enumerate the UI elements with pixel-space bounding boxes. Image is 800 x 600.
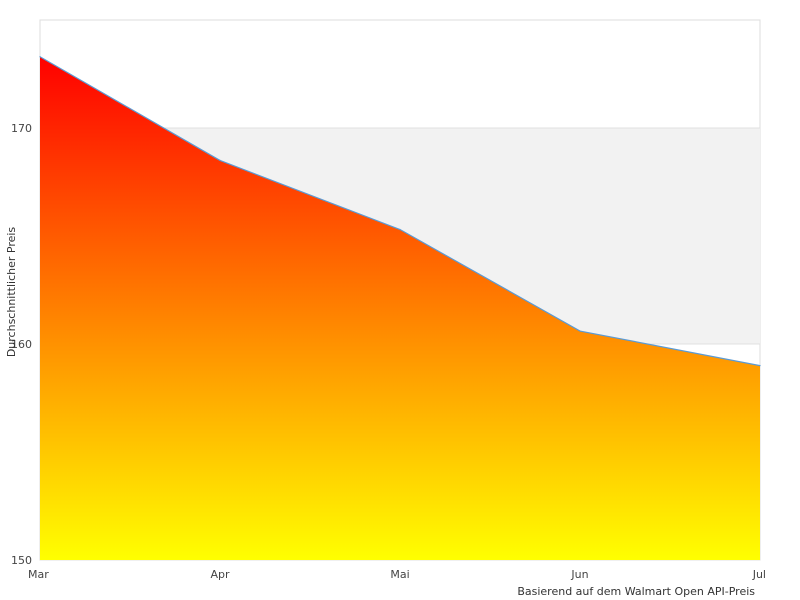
data-point-Mai <box>399 228 401 231</box>
data-point-Jun <box>579 330 581 332</box>
x-tick-labels: Mar Apr Mai Jun Jul <box>28 568 766 581</box>
x-tick-label: Mar <box>28 568 49 581</box>
y-axis-title: Durchschnittlicher Preis <box>5 227 18 358</box>
data-point-Apr <box>219 159 221 161</box>
source-note: Basierend auf dem Walmart Open API-Preis <box>517 585 755 598</box>
data-point-Mar <box>39 56 41 58</box>
y-tick-labels: 150 160 170 <box>11 122 32 567</box>
y-tick-label: 170 <box>11 122 32 135</box>
y-tick-label: 160 <box>11 338 32 351</box>
x-tick-label: Apr <box>210 568 230 581</box>
y-tick-label: 150 <box>11 554 32 567</box>
x-tick-label: Jun <box>570 568 588 581</box>
data-point-Jul <box>759 365 761 367</box>
x-tick-label: Mai <box>390 568 409 581</box>
series-area <box>40 56 760 560</box>
series-area-layer <box>39 56 761 560</box>
x-tick-label: Jul <box>752 568 766 581</box>
